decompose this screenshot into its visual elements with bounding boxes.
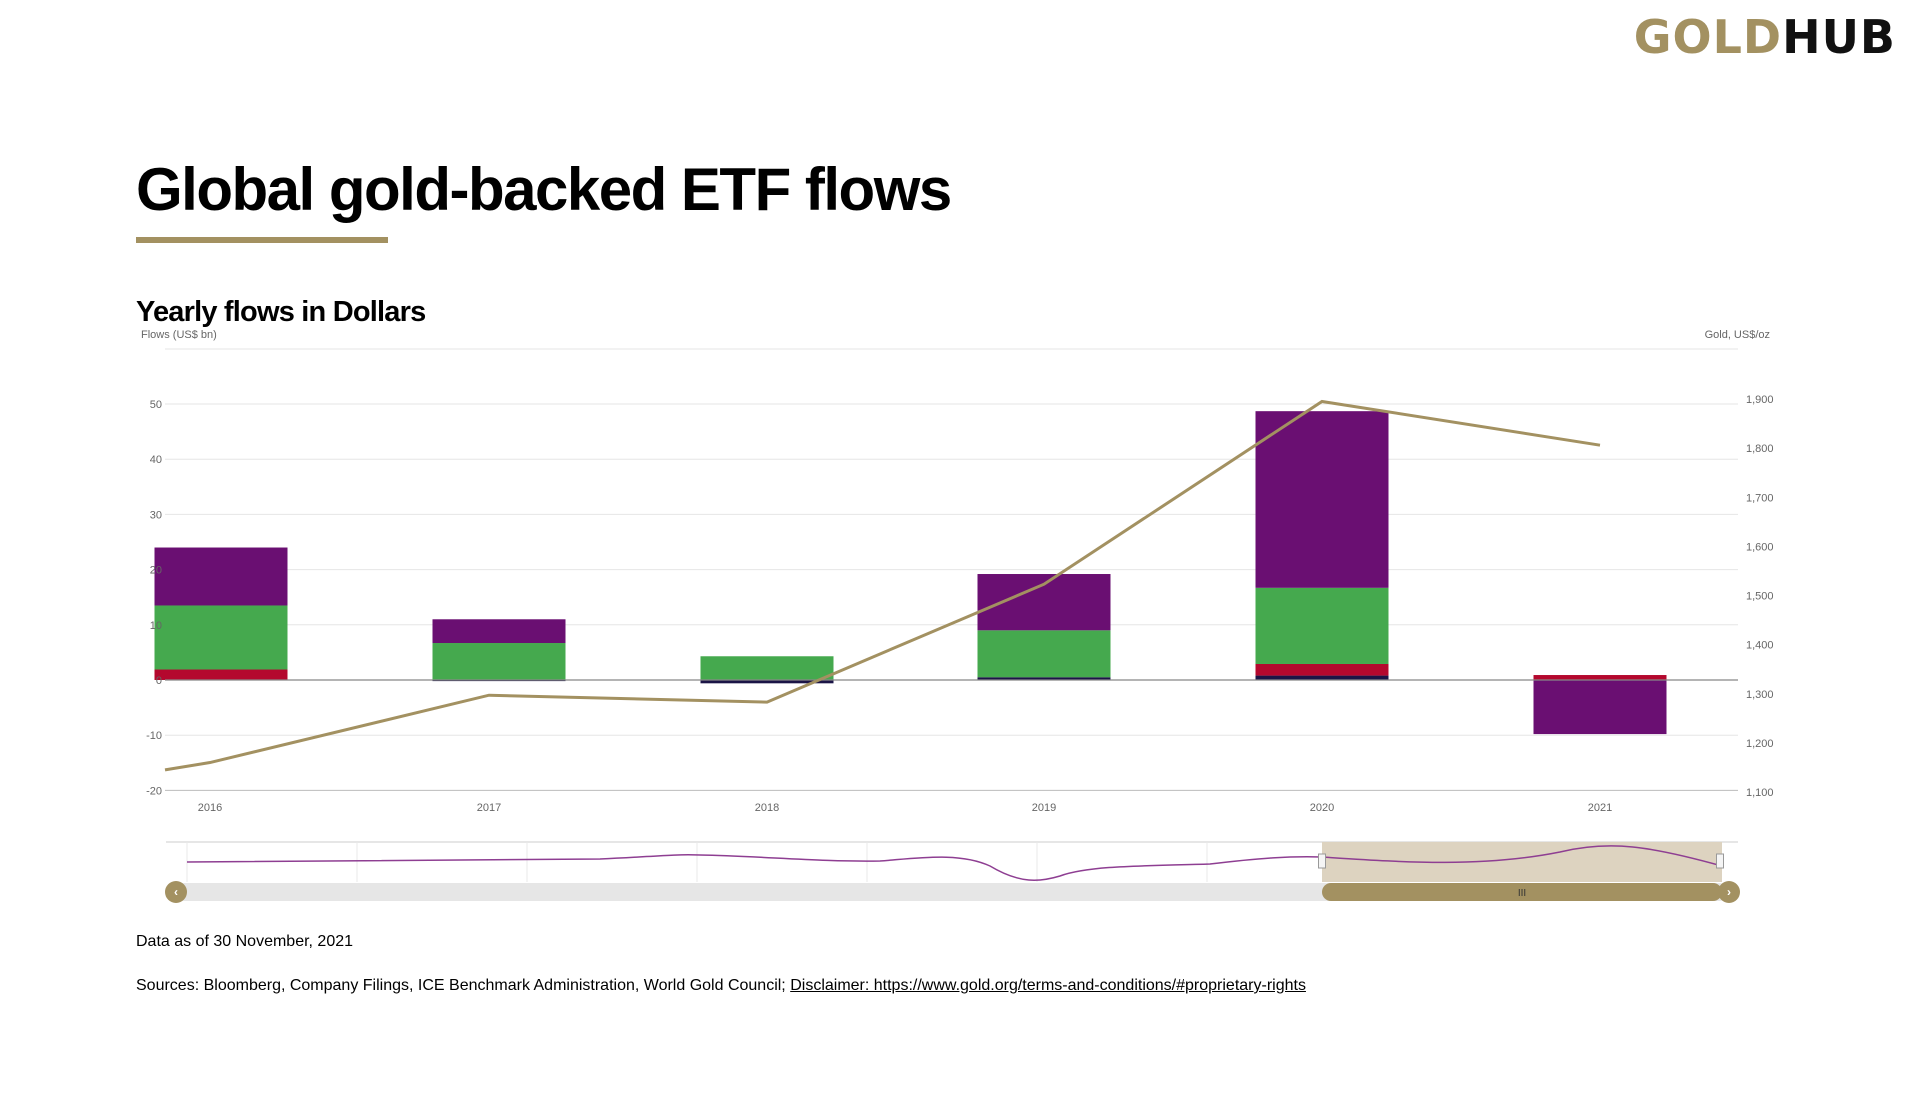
right-tick-label: 1,600 <box>1746 541 1774 553</box>
right-tick-label: 1,900 <box>1746 394 1774 406</box>
bar-segment-2018 <box>700 656 834 680</box>
x-tick-label: 2017 <box>477 802 501 814</box>
bar-segment-2016 <box>154 547 288 606</box>
navigator-right-handle[interactable] <box>1716 853 1724 869</box>
left-tick-label: 40 <box>150 454 162 466</box>
bar-segment-2021 <box>1533 675 1667 680</box>
etf-flows-chart: Flows (US$ bn) Gold, US$/oz -20 -10 0 10 20 3… <box>141 329 1774 903</box>
bar-segment-2020 <box>1255 675 1389 680</box>
scroll-left-circle[interactable] <box>165 881 187 903</box>
left-tick-label: 50 <box>150 399 162 411</box>
arrow-icon: › <box>1727 885 1731 899</box>
left-tick-label: 0 <box>156 675 162 687</box>
title-underline <box>136 237 388 243</box>
goldhub-logo[interactable]: GOLDHUB <box>1634 10 1896 64</box>
left-tick-label: -20 <box>146 785 162 797</box>
sources-note: Sources: Bloomberg, Company Filings, ICE… <box>136 977 1306 995</box>
navigator-selection-mask <box>1322 842 1722 882</box>
bar-segment-2016 <box>154 669 288 680</box>
right-tick-label: 1,400 <box>1746 640 1774 652</box>
left-tick-label: 10 <box>150 620 162 632</box>
left-axis-ticks: -20 -10 0 10 20 30 40 50 <box>146 399 162 797</box>
arrow-icon: ‹ <box>174 885 178 899</box>
right-axis-ticks: 1,100 1,200 1,300 1,400 1,500 1,600 1,700 1,800… <box>1746 394 1774 799</box>
scrollbar-thumb[interactable] <box>1322 883 1722 901</box>
right-tick-label: 1,800 <box>1746 443 1774 455</box>
navigator-series-line <box>186 845 1723 881</box>
bar-segment-2018 <box>700 680 834 684</box>
bars <box>154 411 1667 735</box>
data-date-note: Data as of 30 November, 2021 <box>136 933 354 950</box>
bar-segment-2020 <box>1255 411 1389 588</box>
sources-text: Sources: Bloomberg, Company Filings, ICE… <box>136 977 786 994</box>
bar-segment-2017 <box>432 643 566 680</box>
left-tick-label: -10 <box>146 730 162 742</box>
right-tick-label: 1,100 <box>1746 787 1774 799</box>
gold-price-line <box>164 399 1601 772</box>
scroll-right-button[interactable]: › <box>1718 881 1740 903</box>
x-axis-ticks: 2016 2017 2018 2019 2020 2021 <box>198 802 1612 814</box>
range-navigator[interactable]: III ‹ › <box>165 841 1740 903</box>
x-tick-label: 2021 <box>1588 802 1612 814</box>
scroll-left-button[interactable]: ‹ <box>165 881 187 903</box>
right-tick-label: 1,200 <box>1746 738 1774 750</box>
left-tick-label: 20 <box>150 565 162 577</box>
disclaimer-link[interactable]: Disclaimer: https://www.gold.org/terms-a… <box>790 977 1306 994</box>
x-tick-label: 2016 <box>198 802 222 814</box>
right-tick-label: 1,500 <box>1746 591 1774 603</box>
bar-segment-2020 <box>1255 587 1389 664</box>
bar-segment-2020 <box>1255 663 1389 676</box>
right-tick-label: 1,300 <box>1746 689 1774 701</box>
bar-segment-2019 <box>977 630 1111 678</box>
bar-segment-2021 <box>1533 680 1667 735</box>
bar-segment-2017 <box>432 619 566 644</box>
bar-segment-2019 <box>977 677 1111 680</box>
left-axis-title: Flows (US$ bn) <box>141 329 217 341</box>
chart-subtitle: Yearly flows in Dollars <box>136 296 426 328</box>
logo-hub-text: HUB <box>1782 10 1896 64</box>
x-tick-label: 2020 <box>1310 802 1334 814</box>
bar-segment-2016 <box>154 605 288 670</box>
left-tick-label: 30 <box>150 509 162 521</box>
page-title: Global gold-backed ETF flows <box>136 156 952 223</box>
x-tick-label: 2019 <box>1032 802 1056 814</box>
scrollbar-thumb-grip: III <box>1518 888 1526 899</box>
navigator-left-handle[interactable] <box>1318 853 1326 869</box>
x-tick-label: 2018 <box>755 802 779 814</box>
gridlines <box>165 348 1738 791</box>
logo-gold-text: GOLD <box>1633 10 1783 64</box>
scroll-right-circle[interactable] <box>1718 881 1740 903</box>
right-tick-label: 1,700 <box>1746 492 1774 504</box>
right-axis-title: Gold, US$/oz <box>1705 329 1770 341</box>
